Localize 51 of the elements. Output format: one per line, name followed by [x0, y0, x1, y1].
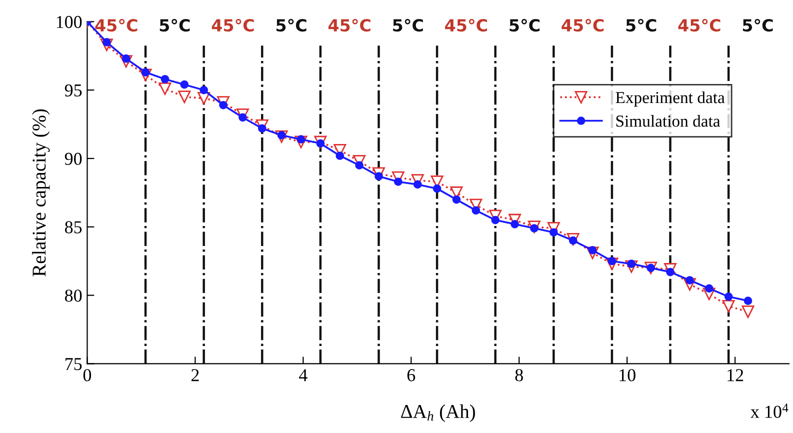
point — [355, 161, 364, 170]
annotation: 45°C — [562, 18, 604, 32]
annotation: 45°C — [445, 18, 488, 32]
point — [549, 228, 558, 237]
point — [178, 90, 191, 104]
point — [158, 82, 172, 95]
annotation: 45°C — [328, 18, 370, 32]
y-tick-label: 90 — [64, 152, 82, 165]
point — [472, 206, 480, 215]
point — [200, 86, 208, 94]
point — [180, 80, 189, 89]
point — [704, 284, 714, 293]
point — [742, 305, 754, 318]
x-tick-label: 12 — [728, 369, 744, 382]
annotation: 45°C — [95, 18, 138, 32]
point — [510, 220, 519, 228]
y-tick-label: 95 — [64, 84, 82, 97]
point — [744, 296, 752, 305]
annotation: 5°C — [742, 18, 773, 32]
point — [336, 152, 344, 160]
x-tick-label: 6 — [407, 369, 416, 382]
annotation: 45°C — [212, 18, 254, 32]
y-tick-label: 75 — [66, 358, 82, 370]
point — [724, 292, 733, 301]
point — [452, 195, 461, 204]
legend-label: Simulation data — [616, 115, 720, 127]
annotation: 5°C — [510, 18, 540, 32]
x-axis-title: ΔA$_{h}$ (Ah) — [401, 404, 475, 422]
annotation: 5°C — [160, 18, 190, 32]
x-tick-label: 8 — [515, 369, 523, 382]
y-tick-label: 85 — [65, 221, 82, 234]
x-tick-label: 2 — [191, 369, 199, 382]
x-tick-label: 0 — [83, 369, 92, 382]
x-tick-label: 4 — [299, 369, 308, 382]
annotation: 5°C — [393, 18, 423, 32]
x-tick-label: 10 — [620, 369, 636, 382]
annotation: 45°C — [678, 18, 720, 32]
legend-label: Experiment data — [616, 91, 725, 107]
annotation: 5°C — [626, 18, 656, 32]
point — [413, 180, 422, 189]
point — [491, 216, 500, 224]
point — [394, 178, 402, 186]
point — [160, 74, 170, 84]
text: x 10$^{4}$ — [750, 404, 788, 418]
annotation: 5°C — [276, 18, 306, 32]
y-tick-label: 100 — [56, 16, 82, 28]
y-axis-title: Relative capacity (%) — [32, 109, 50, 276]
point — [686, 276, 694, 284]
point — [432, 184, 442, 193]
y-tick-label: 80 — [65, 290, 82, 302]
point — [722, 300, 735, 313]
